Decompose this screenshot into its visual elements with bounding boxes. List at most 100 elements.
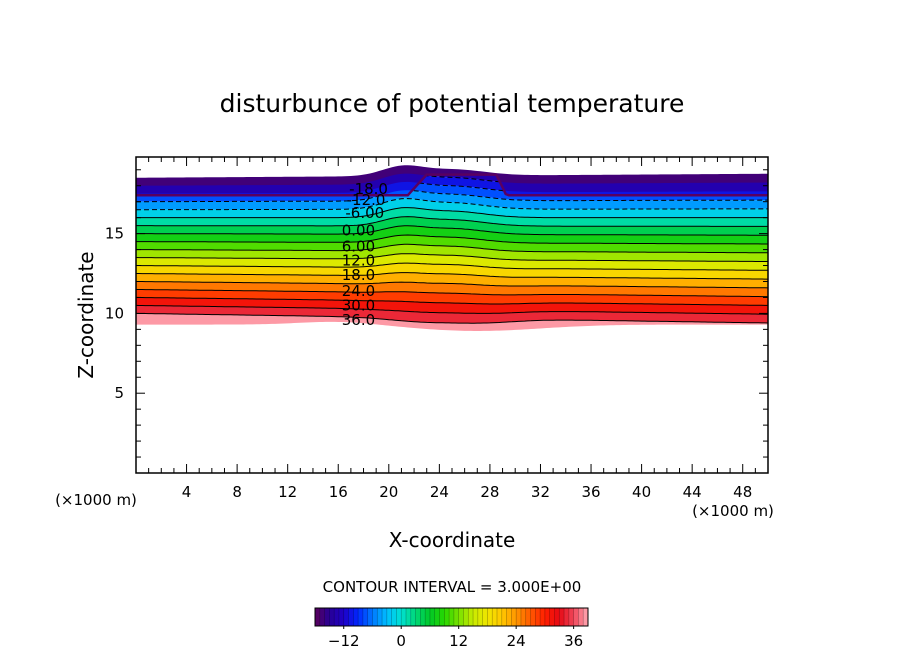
contour-line	[136, 304, 768, 315]
band	[136, 183, 768, 202]
contour-line	[136, 312, 768, 324]
colorbar-swatch	[487, 608, 493, 626]
colorbar-swatch	[315, 608, 321, 626]
band	[136, 235, 768, 253]
colorbar-swatch	[568, 608, 575, 626]
colorbar-swatch	[434, 608, 440, 626]
y-axis-label: Z-coordinate	[74, 251, 98, 378]
contour-interval-text: CONTOUR INTERVAL = 3.000E+00	[323, 578, 582, 596]
x-tick-label: 8	[232, 483, 242, 501]
colorbar-swatch	[372, 608, 378, 626]
band	[136, 190, 768, 210]
x-tick-label: 36	[581, 483, 600, 501]
contour-label: 36.0	[342, 311, 375, 329]
colorbar-swatch	[506, 608, 512, 626]
colorbar-tick-label: 36	[564, 632, 583, 650]
colorbar-swatch	[353, 608, 359, 626]
x-tick-label: 44	[683, 483, 702, 501]
x-tick-label: 16	[329, 483, 348, 501]
colorbar-swatch	[406, 608, 412, 626]
colorbar-ticks: −12 0 12 24 36	[328, 626, 583, 650]
x-tick-label: 32	[531, 483, 550, 501]
colorbar-swatch	[482, 608, 488, 626]
colorbar-tick-label: 24	[507, 632, 526, 650]
band	[136, 225, 768, 244]
contour-line	[136, 190, 768, 203]
colorbar-swatch	[319, 608, 325, 626]
contour-line	[136, 262, 768, 271]
contour-label: 0.00	[342, 221, 375, 239]
colorbar-swatch	[334, 608, 340, 626]
colorbar-swatch	[444, 608, 450, 626]
colorbar-swatch	[473, 608, 479, 626]
colorbar-swatch	[401, 608, 407, 626]
colorbar-swatch	[358, 608, 364, 626]
colorbar-swatch	[463, 608, 469, 626]
y-tick-label: 10	[105, 304, 124, 322]
colorbar-swatch	[525, 608, 531, 626]
contour-label: -18.0	[349, 180, 388, 198]
colorbar-swatch	[386, 608, 393, 626]
contour-line	[136, 216, 768, 227]
colorbar-swatch	[338, 608, 345, 626]
colorbar-swatch	[329, 608, 335, 626]
colorbar-swatch	[425, 608, 431, 626]
colorbar-swatch	[573, 608, 579, 626]
x-tick-label: 20	[379, 483, 398, 501]
x-tick-label: 28	[480, 483, 499, 501]
colorbar-swatch	[396, 608, 402, 626]
band	[136, 173, 768, 196]
colorbar-swatch	[535, 608, 541, 626]
y-tick-label: 5	[114, 384, 124, 402]
band	[136, 216, 768, 236]
contour-line	[136, 253, 768, 262]
band	[136, 272, 768, 288]
colorbar-swatch	[348, 608, 354, 626]
filled-contour-bands	[136, 165, 768, 331]
contour-label: 24.0	[342, 282, 375, 300]
band	[136, 281, 768, 297]
x-tick-label: 40	[632, 483, 651, 501]
colorbar-swatch	[458, 608, 464, 626]
y-axis-ticks: 5 10 15	[105, 169, 768, 458]
colorbar-swatch	[429, 608, 436, 626]
colorbar-swatch	[516, 608, 522, 626]
colorbar-swatch	[415, 608, 421, 626]
x-unit-right: (×1000 m)	[692, 502, 774, 520]
chart-title: disturbunce of potential temperature	[220, 89, 685, 118]
contour-label: -12.0	[347, 191, 386, 209]
colorbar-swatch	[343, 608, 349, 626]
colorbar-swatch	[324, 608, 330, 626]
colorbar-tick-label: 0	[396, 632, 406, 650]
contour-label: -6.00	[345, 204, 384, 222]
x-tick-label: 48	[733, 483, 752, 501]
colorbar-swatch	[511, 608, 517, 626]
colorbar-swatch	[554, 608, 560, 626]
colorbar-swatch	[362, 608, 369, 626]
contour-line	[136, 198, 768, 211]
contour-line	[136, 289, 768, 298]
colorbar-swatch	[540, 608, 546, 626]
colorbar-swatch	[477, 608, 484, 626]
contour-lines	[136, 173, 768, 324]
colorbar-swatch	[420, 608, 426, 626]
band	[136, 253, 768, 271]
band	[136, 198, 768, 218]
colorbar-swatch	[449, 608, 455, 626]
contour-labels: -18.0-12.0-6.000.006.0012.018.024.030.03…	[342, 180, 388, 329]
band-bottom	[136, 313, 768, 331]
band	[136, 305, 768, 324]
colorbar-swatch	[377, 608, 383, 626]
contour-line	[136, 243, 768, 254]
colorbar-swatch	[391, 608, 397, 626]
colorbar-swatch	[410, 608, 416, 626]
contour-line	[136, 225, 768, 236]
colorbar-swatch	[544, 608, 551, 626]
contour-label: 18.0	[342, 266, 375, 284]
x-tick-label: 12	[278, 483, 297, 501]
colorbar-swatch	[559, 608, 565, 626]
colorbar-swatch	[578, 608, 584, 626]
plot-area: -18.0-12.0-6.000.006.0012.018.024.030.03…	[105, 156, 769, 501]
colorbar-tick-label: 12	[449, 632, 468, 650]
